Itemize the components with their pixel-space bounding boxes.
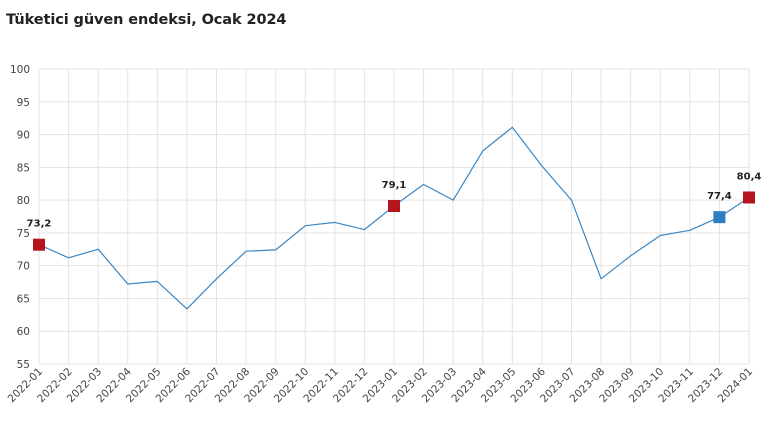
chart-title: Tüketici güven endeksi, Ocak 2024 (6, 12, 287, 28)
y-tick-label: 85 (17, 162, 30, 174)
y-tick-label: 55 (17, 359, 30, 371)
data-label: 77,4 (707, 191, 732, 202)
y-tick-label: 80 (17, 195, 30, 207)
y-tick-label: 70 (17, 261, 30, 273)
y-axis-ticks: 55 60 65 70 75 80 85 90 95 100 (10, 64, 30, 371)
y-tick-label: 90 (17, 130, 30, 142)
highlight-marker (713, 211, 726, 224)
y-tick-label: 95 (17, 97, 30, 109)
highlight-marker (743, 191, 755, 204)
highlight-marker (388, 200, 400, 213)
y-tick-label: 100 (10, 64, 30, 76)
data-label: 80,4 (737, 171, 762, 182)
highlight-marker (33, 238, 45, 251)
y-tick-label: 65 (17, 293, 30, 305)
y-tick-label: 75 (17, 228, 30, 240)
data-label: 73,2 (27, 219, 52, 230)
x-axis-ticks: 2022-012022-022022-032022-042022-052022-… (6, 365, 756, 405)
data-label: 79,1 (382, 180, 407, 191)
highlight-markers: 73,2 79,1 77,4 80,4 (27, 171, 762, 251)
grid-lines (38, 68, 750, 365)
y-tick-label: 60 (17, 326, 30, 338)
